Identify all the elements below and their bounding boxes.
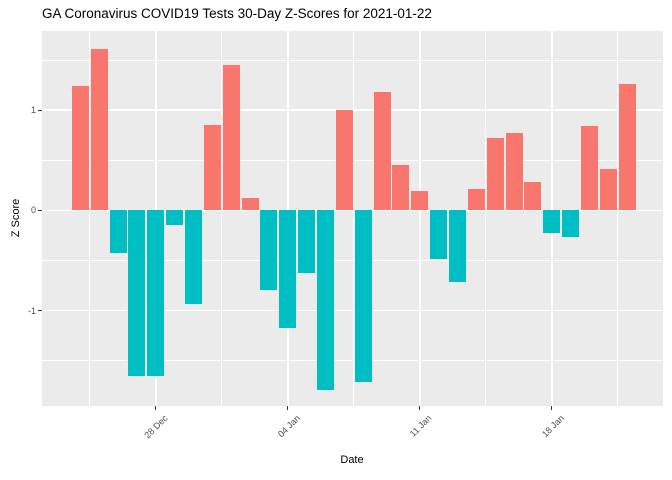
bar-2021-01-12	[430, 210, 448, 259]
x-tick-mark	[419, 406, 421, 410]
bar-2021-01-18	[543, 210, 561, 233]
bar-2020-12-31	[203, 125, 221, 211]
bar-2021-01-13	[449, 210, 467, 282]
bar-2021-01-20	[581, 126, 599, 211]
x-tick-label: 04 Jan	[275, 413, 302, 440]
bar-2021-01-14	[467, 189, 485, 211]
bar-2020-12-27	[128, 210, 146, 376]
bar-2021-01-08	[354, 210, 372, 382]
x-tick-label: 11 Jan	[408, 413, 434, 439]
bar-2020-12-30	[185, 210, 203, 304]
y-tick-label: 0	[30, 205, 36, 216]
y-tick-mark	[38, 310, 42, 312]
plot-panel	[42, 31, 663, 406]
bar-2020-12-26	[109, 210, 127, 253]
gridline-major-vertical	[419, 31, 421, 406]
bar-2020-12-25	[90, 49, 108, 211]
bar-2021-01-22	[618, 84, 636, 211]
gridline-minor-horizontal	[42, 360, 663, 362]
bar-2021-01-16	[505, 133, 523, 211]
bar-2021-01-11	[411, 191, 429, 211]
bar-2021-01-10	[392, 165, 410, 211]
y-tick-mark	[38, 109, 42, 111]
bar-2021-01-02	[241, 198, 259, 211]
y-tick-mark	[38, 209, 42, 211]
x-tick-label: 18 Jan	[539, 413, 566, 440]
bar-2021-01-07	[335, 110, 353, 211]
bar-2021-01-03	[260, 210, 278, 290]
bar-2021-01-17	[524, 182, 542, 211]
y-tick-label: -1	[27, 305, 36, 316]
x-tick-label: 28 Dec	[142, 413, 170, 441]
bar-2020-12-28	[147, 210, 165, 376]
gridline-minor-horizontal	[42, 59, 663, 61]
bar-2021-01-01	[222, 65, 240, 211]
bar-2021-01-05	[298, 210, 316, 273]
gridline-minor-horizontal	[42, 260, 663, 261]
gridline-minor-vertical	[89, 31, 91, 406]
bar-2020-12-24	[71, 86, 89, 211]
bar-2021-01-09	[373, 92, 391, 211]
y-tick-label: 1	[30, 105, 36, 116]
x-axis-title: Date	[340, 454, 364, 466]
x-tick-mark	[155, 406, 157, 410]
gridline-major-horizontal	[42, 309, 663, 312]
gridline-minor-vertical	[353, 31, 355, 406]
gridline-major-horizontal	[42, 209, 663, 212]
bar-2021-01-21	[599, 169, 617, 211]
x-tick-mark	[551, 406, 553, 410]
bar-2021-01-04	[279, 210, 297, 328]
gridline-minor-vertical	[617, 31, 619, 406]
chart-title: GA Coronavirus COVID19 Tests 30-Day Z-Sc…	[42, 6, 432, 21]
bar-2020-12-29	[166, 210, 184, 225]
gridline-minor-vertical	[221, 31, 223, 406]
x-tick-mark	[287, 406, 289, 410]
bar-2021-01-06	[317, 210, 335, 390]
gridline-minor-vertical	[485, 31, 487, 406]
bar-2021-01-19	[562, 210, 580, 237]
bar-2021-01-15	[486, 138, 504, 211]
